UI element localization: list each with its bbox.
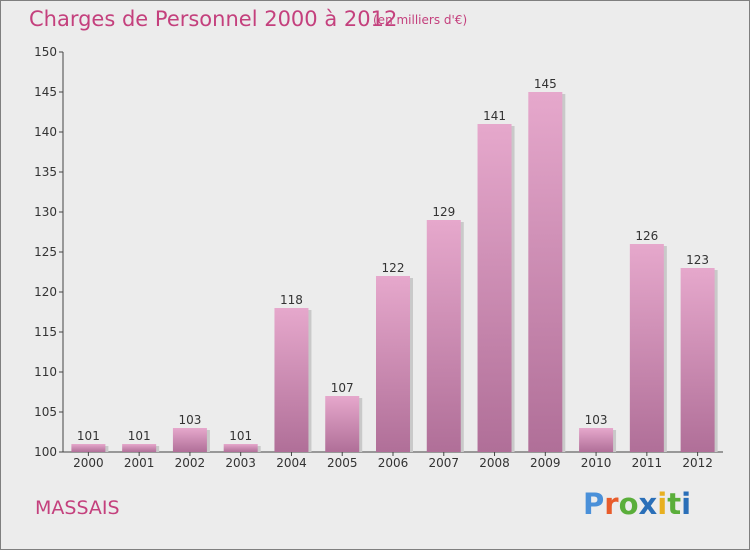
logo-letter: i [657,487,668,521]
y-tick-label: 135 [34,165,57,179]
x-tick-label: 2003 [225,456,256,470]
bar [579,428,614,452]
bar [426,220,461,452]
data-label: 103 [178,413,201,427]
x-tick-label: 2008 [479,456,510,470]
bar [223,444,258,452]
data-label: 103 [585,413,608,427]
x-tick-label: 2006 [378,456,409,470]
x-tick-label: 2011 [632,456,663,470]
x-tick-label: 2001 [124,456,155,470]
bar [71,444,106,452]
x-tick-label: 2000 [73,456,104,470]
y-tick-label: 145 [34,85,57,99]
x-tick-label: 2004 [276,456,307,470]
chart-subtitle: (en milliers d'€) [373,13,468,27]
chart-title: Charges de Personnel 2000 à 2012 [29,7,398,31]
y-tick-label: 130 [34,205,57,219]
logo-letter: t [667,487,682,521]
x-tick-label: 2012 [682,456,713,470]
data-label: 101 [77,429,100,443]
y-tick-label: 120 [34,285,57,299]
y-tick-label: 150 [34,45,57,59]
logo-letter: x [638,487,658,521]
y-tick-label: 110 [34,365,57,379]
proxiti-logo[interactable]: Proxiti [583,487,691,521]
data-label: 107 [331,381,354,395]
data-label: 118 [280,293,303,307]
bar [477,124,512,452]
data-label: 126 [635,229,658,243]
logo-letter: P [583,487,605,521]
x-tick-label: 2010 [581,456,612,470]
x-tick-label: 2005 [327,456,358,470]
bar [172,428,207,452]
logo-letter: i [681,487,692,521]
bar [528,92,563,452]
y-tick-label: 125 [34,245,57,259]
data-label: 129 [432,205,455,219]
bar [325,396,360,452]
x-tick-label: 2002 [175,456,206,470]
bar [122,444,157,452]
bar [680,268,715,452]
bar [376,276,410,452]
logo-letter: o [618,487,639,521]
town-name: MASSAIS [35,497,120,519]
data-label: 123 [686,253,709,267]
data-label: 101 [229,429,252,443]
logo-letter: r [604,487,619,521]
data-label: 145 [534,77,557,91]
data-label: 122 [382,261,405,275]
bar [629,244,664,452]
y-tick-label: 100 [34,445,57,459]
y-tick-label: 115 [34,325,57,339]
y-tick-label: 140 [34,125,57,139]
data-label: 101 [128,429,151,443]
bar [274,308,309,452]
x-tick-label: 2007 [428,456,459,470]
data-label: 141 [483,109,506,123]
y-tick-label: 105 [34,405,57,419]
x-tick-label: 2009 [530,456,561,470]
